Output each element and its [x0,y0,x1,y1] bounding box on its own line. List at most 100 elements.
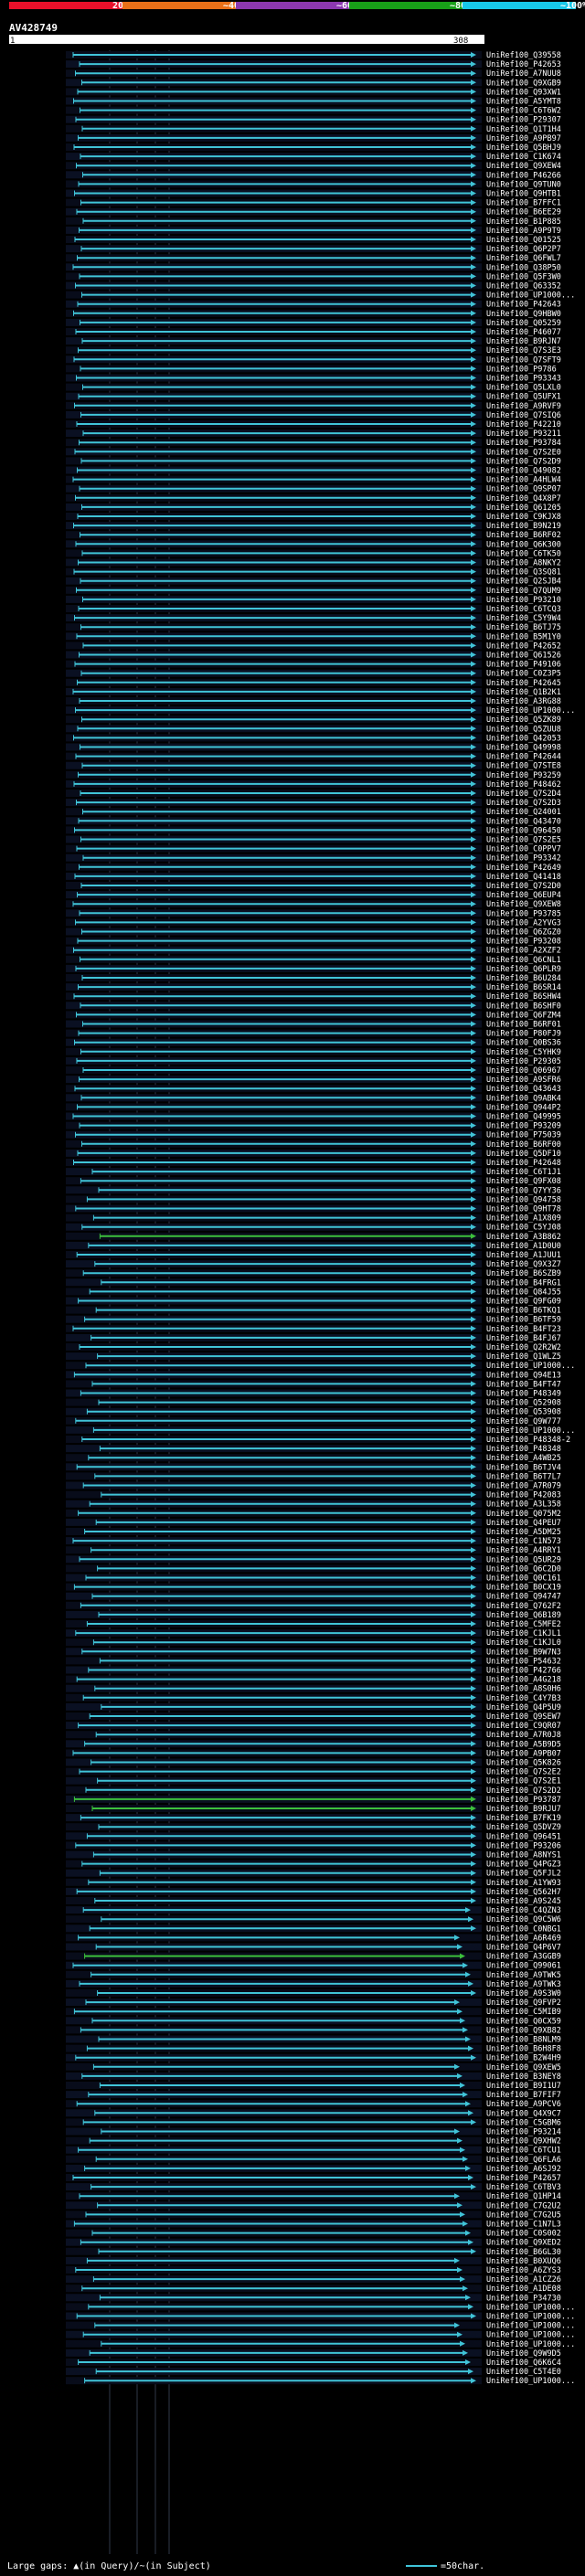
hit-row[interactable]: UniRef100_P48348-2 [66,1436,570,1445]
hit-row[interactable]: UniRef100_Q6CNL1 [66,955,561,965]
hit-row[interactable]: UniRef100_B9RJN7 [66,337,561,346]
hit-row[interactable]: UniRef100_C5T4E0 [66,2368,561,2377]
hit-row[interactable]: UniRef100_Q9C5W6 [66,1915,561,1924]
hit-row[interactable]: UniRef100_A3B862 [66,1232,561,1242]
hit-row[interactable]: UniRef100_C7G2U5 [66,2210,561,2220]
hit-row[interactable]: UniRef100_Q6C2D0 [66,1564,561,1574]
hit-row[interactable]: UniRef100_C7G2U2 [66,2201,561,2210]
hit-row[interactable]: UniRef100_UP1000... [66,2377,575,2386]
hit-row[interactable]: UniRef100_Q7SFT9 [66,355,561,365]
hit-row[interactable]: UniRef100_P46266 [66,171,561,180]
hit-row[interactable]: UniRef100_A3RG88 [66,697,561,706]
hit-row[interactable]: UniRef100_UP1000... [66,1426,575,1436]
hit-row[interactable]: UniRef100_A2YVG3 [66,918,561,928]
hit-row[interactable]: UniRef100_Q4X9C7 [66,2109,561,2118]
hit-row[interactable]: UniRef100_A9PCV6 [66,2100,561,2109]
hit-row[interactable]: UniRef100_B0CX19 [66,1583,561,1593]
hit-row[interactable]: UniRef100_A8NYS1 [66,1850,561,1860]
hit-row[interactable]: UniRef100_P29307 [66,115,561,125]
hit-row[interactable]: UniRef100_C1KJL0 [66,1638,561,1648]
hit-row[interactable]: UniRef100_Q63352 [66,281,561,292]
hit-row[interactable]: UniRef100_P93785 [66,909,561,918]
hit-row[interactable]: UniRef100_Q5LXL0 [66,383,561,393]
hit-row[interactable]: UniRef100_Q7YY36 [66,1186,561,1195]
hit-row[interactable]: UniRef100_Q7S3E3 [66,346,561,355]
hit-row[interactable]: UniRef100_A7NUU8 [66,69,561,79]
hit-row[interactable]: UniRef100_Q9W777 [66,1416,561,1426]
hit-row[interactable]: UniRef100_A9S245 [66,1897,561,1906]
hit-row[interactable]: UniRef100_P93211 [66,429,561,439]
hit-row[interactable]: UniRef100_B4FT47 [66,1380,561,1389]
hit-row[interactable]: UniRef100_Q9ABK4 [66,1094,561,1103]
hit-row[interactable]: UniRef100_B6TF59 [66,1315,561,1325]
hit-row[interactable]: UniRef100_Q2R2W2 [66,1343,561,1352]
hit-row[interactable]: UniRef100_Q7STE8 [66,761,561,771]
hit-row[interactable]: UniRef100_Q9XHW2 [66,2136,561,2147]
hit-row[interactable]: UniRef100_P93343 [66,374,561,384]
hit-row[interactable]: UniRef100_P54632 [66,1657,561,1666]
hit-row[interactable]: UniRef100_Q9W9D5 [66,2348,561,2359]
hit-row[interactable]: UniRef100_C1K674 [66,153,561,162]
hit-row[interactable]: UniRef100_B6SHF0 [66,1002,561,1011]
hit-row[interactable]: UniRef100_Q41418 [66,872,561,882]
hit-row[interactable]: UniRef100_A1JUU1 [66,1251,561,1260]
hit-row[interactable]: UniRef100_B9N219 [66,522,561,531]
hit-row[interactable]: UniRef100_A5B9D5 [66,1740,561,1749]
hit-row[interactable]: UniRef100_P75039 [66,1130,561,1140]
hit-row[interactable]: UniRef100_C4QZN3 [66,1906,561,1915]
hit-row[interactable]: UniRef100_A1X809 [66,1214,561,1224]
hit-row[interactable]: UniRef100_A9SFR6 [66,1076,561,1085]
hit-row[interactable]: UniRef100_Q5F3W0 [66,272,561,281]
hit-row[interactable]: UniRef100_B1P885 [66,217,561,227]
hit-row[interactable]: UniRef100_A1YW93 [66,1878,561,1888]
hit-row[interactable]: UniRef100_A9TWK5 [66,1970,561,1980]
hit-row[interactable]: UniRef100_Q5UFX1 [66,392,561,402]
hit-row[interactable]: UniRef100_B6RF02 [66,531,561,540]
hit-row[interactable]: UniRef100_Q6P2P7 [66,245,561,254]
hit-row[interactable]: UniRef100_A6ZYS3 [66,2266,561,2275]
hit-row[interactable]: UniRef100_C9QR07 [66,1722,561,1731]
hit-row[interactable]: UniRef100_UP1000... [66,291,575,301]
hit-row[interactable]: UniRef100_Q0CX59 [66,2017,561,2026]
hit-row[interactable]: UniRef100_B6TKQ1 [66,1306,561,1316]
hit-row[interactable]: UniRef100_Q9HT78 [66,1204,561,1214]
hit-row[interactable]: UniRef100_P48349 [66,1389,561,1399]
hit-row[interactable]: UniRef100_P93206 [66,1841,561,1850]
hit-row[interactable]: UniRef100_Q1T1H4 [66,124,561,134]
hit-row[interactable]: UniRef100_Q3SQ81 [66,567,561,578]
hit-row[interactable]: UniRef100_C6TCU1 [66,2146,561,2156]
hit-row[interactable]: UniRef100_P93214 [66,2127,561,2137]
hit-row[interactable]: UniRef100_P93342 [66,853,561,864]
hit-row[interactable]: UniRef100_Q53908 [66,1407,561,1417]
hit-row[interactable]: UniRef100_A4G218 [66,1675,561,1685]
hit-row[interactable]: UniRef100_P93210 [66,595,561,605]
hit-row[interactable]: UniRef100_Q6ZGZ0 [66,928,561,938]
hit-row[interactable]: UniRef100_Q7QUM9 [66,586,561,596]
hit-row[interactable]: UniRef100_B6H8F8 [66,2044,561,2054]
hit-row[interactable]: UniRef100_B4FJ67 [66,1333,561,1343]
hit-row[interactable]: UniRef100_B8NLM9 [66,2035,561,2045]
hit-row[interactable]: UniRef100_A4WB25 [66,1454,561,1463]
hit-row[interactable]: UniRef100_C5MIB9 [66,2008,561,2017]
hit-row[interactable]: UniRef100_Q7S2E1 [66,1776,561,1786]
hit-row[interactable]: UniRef100_C0Z3P5 [66,669,561,679]
hit-row[interactable]: UniRef100_Q562H7 [66,1887,561,1897]
hit-row[interactable]: UniRef100_Q6K6C4 [66,2359,561,2368]
hit-row[interactable]: UniRef100_P80FJ9 [66,1029,561,1039]
hit-row[interactable]: UniRef100_Q9XEW5 [66,2062,561,2072]
hit-row[interactable]: UniRef100_Q5DVZ9 [66,1823,561,1832]
hit-row[interactable]: UniRef100_Q9SEW7 [66,1712,561,1722]
hit-row[interactable]: UniRef100_A9PB07 [66,1749,561,1758]
hit-row[interactable]: UniRef100_A8S0H6 [66,1684,561,1694]
hit-row[interactable]: UniRef100_Q9HTB1 [66,189,561,199]
hit-row[interactable]: UniRef100_Q6B189 [66,1610,561,1620]
hit-row[interactable]: UniRef100_C5YJ08 [66,1223,561,1233]
hit-row[interactable]: UniRef100_A4RRY1 [66,1546,561,1555]
hit-row[interactable]: UniRef100_Q2SJB4 [66,577,561,587]
hit-row[interactable]: UniRef100_Q9FVP2 [66,1998,561,2008]
hit-row[interactable]: UniRef100_Q99061 [66,1961,561,1971]
hit-row[interactable]: UniRef100_Q6EUP4 [66,891,561,900]
hit-row[interactable]: UniRef100_P48462 [66,779,561,790]
hit-row[interactable]: UniRef100_Q84J55 [66,1288,561,1297]
hit-row[interactable]: UniRef100_Q6FZM4 [66,1011,561,1020]
